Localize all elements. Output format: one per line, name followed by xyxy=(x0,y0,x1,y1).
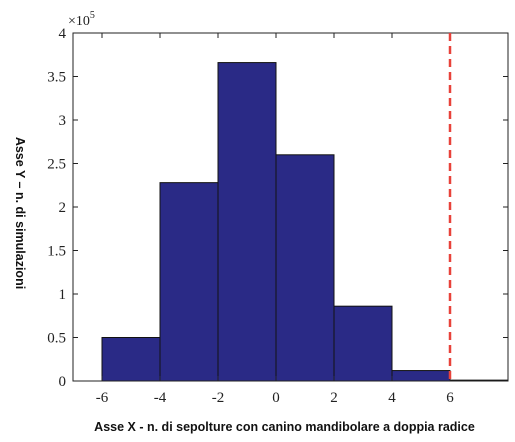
y-tick-label: 0 xyxy=(59,374,67,390)
x-tick-label: -4 xyxy=(154,390,167,406)
x-tick-label: 0 xyxy=(272,390,280,406)
y-tick-label: 4 xyxy=(59,26,67,42)
histogram-bar xyxy=(391,370,451,382)
y-tick-label: 0.5 xyxy=(47,331,66,347)
y-tick-label: 3 xyxy=(59,113,67,129)
y-tick-label: 2 xyxy=(59,200,67,216)
y-exponent-base: ×10 xyxy=(68,14,90,29)
histogram-bar xyxy=(217,62,277,382)
x-tick-label: 2 xyxy=(330,390,338,406)
x-tick-label: -2 xyxy=(212,390,225,406)
x-tick-label: 6 xyxy=(446,390,454,406)
histogram-bar xyxy=(159,182,219,382)
histogram-bar xyxy=(101,337,161,382)
x-tick-label: -6 xyxy=(96,390,109,406)
y-tick-label: 3.5 xyxy=(47,70,66,86)
y-exponent-power: 5 xyxy=(90,10,95,21)
x-axis-label: Asse X - n. di sepolture con canino mand… xyxy=(94,420,475,434)
histogram-bar xyxy=(275,154,335,382)
x-tick-label: 4 xyxy=(388,390,396,406)
histogram-bar xyxy=(333,305,393,382)
bars-layer xyxy=(101,62,509,382)
y-axis-label: Asse Y – n. di simulazioni xyxy=(13,137,27,289)
y-tick-label: 1 xyxy=(59,287,67,303)
y-exponent-label: ×105 xyxy=(68,10,95,29)
y-tick-label: 2.5 xyxy=(47,157,66,173)
y-tick-label: 1.5 xyxy=(47,244,66,260)
